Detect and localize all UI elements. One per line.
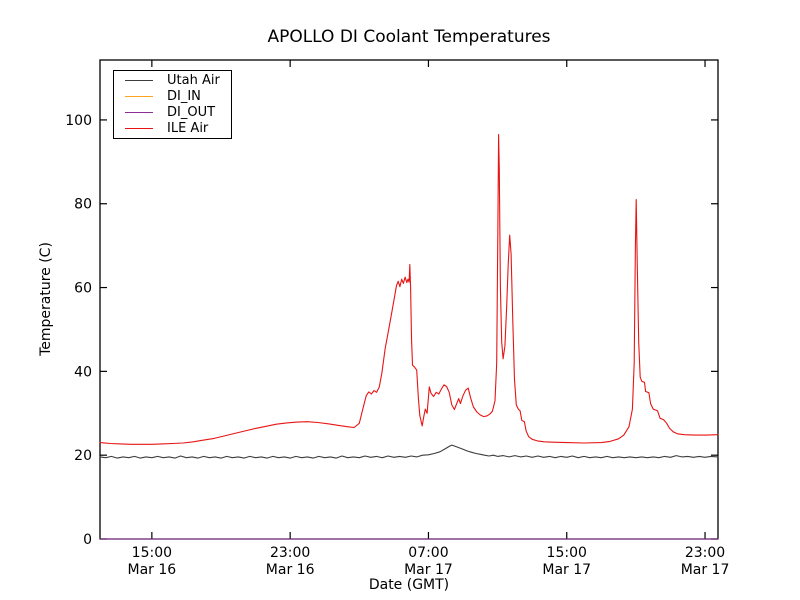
y-tick-label: 20 <box>74 448 92 464</box>
legend-label-di-out: DI_OUT <box>167 105 216 121</box>
chart-title: APOLLO DI Coolant Temperatures <box>267 27 551 47</box>
x-tick-label-time: 15:00 <box>547 545 587 561</box>
x-tick-label-time: 15:00 <box>132 545 172 561</box>
legend-line-di-in-icon <box>125 95 153 97</box>
y-tick-label: 100 <box>65 113 92 129</box>
x-tick-label-date: Mar 17 <box>542 562 591 578</box>
legend-label-utah-air: Utah Air <box>167 72 220 88</box>
y-tick-label: 80 <box>74 197 92 213</box>
legend-item-di-in: DI_IN <box>114 88 231 104</box>
x-tick-label-date: Mar 16 <box>128 562 177 578</box>
legend-line-ile-air-icon <box>125 128 153 130</box>
legend-item-utah-air: Utah Air <box>114 72 231 88</box>
legend-item-ile-air: ILE Air <box>114 121 231 137</box>
series-line-ile-air <box>99 134 719 445</box>
x-tick-label-date: Mar 17 <box>404 562 453 578</box>
x-tick-label-time: 23:00 <box>685 545 725 561</box>
series-line-utah-air <box>99 444 719 459</box>
legend-label-di-in: DI_IN <box>167 88 201 104</box>
y-tick-label: 60 <box>74 281 92 297</box>
x-tick-label-date: Mar 16 <box>266 562 315 578</box>
y-tick-label: 0 <box>83 532 92 548</box>
legend: Utah Air DI_IN DI_OUT ILE Air <box>113 70 232 139</box>
x-axis-label: Date (GMT) <box>368 577 450 593</box>
x-tick-label-time: 23:00 <box>270 545 310 561</box>
x-tick-label-date: Mar 17 <box>681 562 730 578</box>
legend-item-di-out: DI_OUT <box>114 105 231 121</box>
legend-label-ile-air: ILE Air <box>167 121 209 137</box>
y-axis-label: Temperature (C) <box>38 242 54 356</box>
legend-line-utah-air-icon <box>125 79 153 81</box>
y-tick-label: 40 <box>74 364 92 380</box>
legend-line-di-out-icon <box>125 112 153 114</box>
x-tick-label-time: 07:00 <box>408 545 448 561</box>
